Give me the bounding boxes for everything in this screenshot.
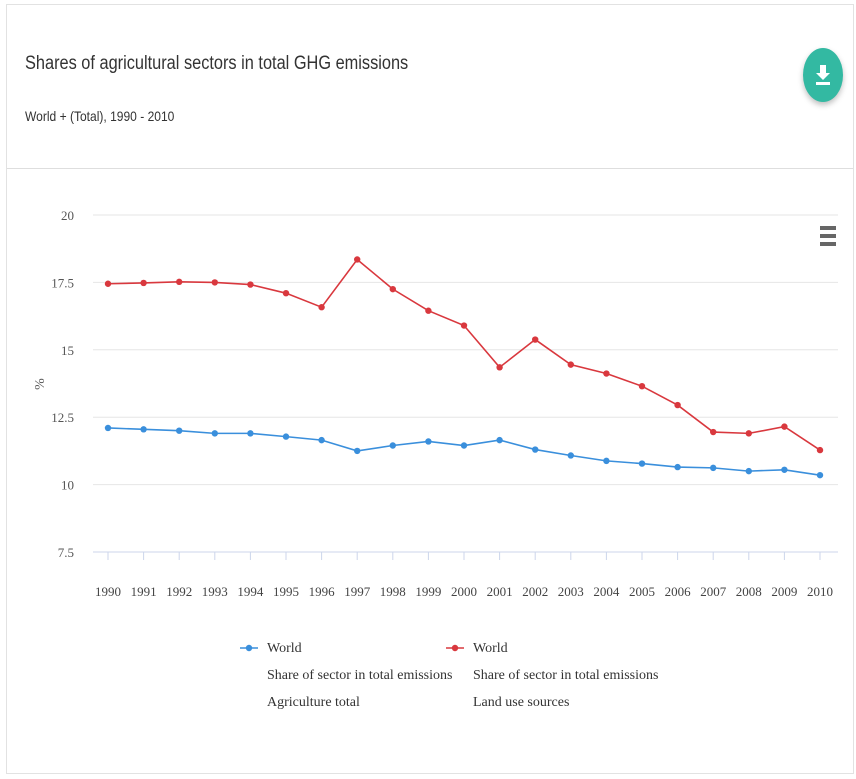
chart-header: Shares of agricultural sectors in total … — [7, 5, 853, 169]
data-point[interactable] — [389, 442, 396, 449]
y-tick-label: 15 — [61, 343, 74, 358]
x-tick-label: 1991 — [131, 584, 157, 599]
data-point[interactable] — [816, 471, 824, 479]
data-point[interactable] — [496, 364, 503, 371]
x-tick-label: 1993 — [202, 584, 228, 599]
series-2 — [104, 256, 824, 454]
hamburger-menu-icon — [820, 226, 836, 246]
data-point[interactable] — [710, 464, 717, 472]
data-point[interactable] — [247, 281, 254, 288]
data-point[interactable] — [816, 446, 824, 454]
x-tick-label: 2007 — [700, 584, 727, 599]
data-point[interactable] — [496, 436, 503, 444]
data-point[interactable] — [781, 466, 788, 473]
data-point[interactable] — [282, 433, 290, 440]
data-point[interactable] — [425, 307, 432, 314]
data-point[interactable] — [282, 289, 290, 297]
data-point[interactable] — [674, 401, 681, 409]
y-axis-label: % — [33, 378, 48, 390]
data-point[interactable] — [425, 438, 432, 445]
y-tick-label: 20 — [61, 208, 74, 223]
chart-subtitle: World + (Total), 1990 - 2010 — [25, 108, 175, 124]
axes: 20 17.5 15 12.5 10 7.5 1990 1991 1992 1993 1994 199… — [51, 208, 833, 599]
data-point[interactable] — [567, 452, 574, 459]
legend-text: Share of sector in total emissions — [267, 668, 452, 683]
x-tick-label: 1990 — [95, 584, 121, 599]
data-point[interactable] — [674, 463, 681, 471]
x-tick-label: 2000 — [451, 584, 477, 599]
x-tick-label: 1996 — [309, 584, 336, 599]
data-point[interactable] — [460, 442, 468, 449]
download-button[interactable] — [803, 48, 843, 102]
x-tick-label: 2008 — [736, 584, 762, 599]
x-tick-label: 1998 — [380, 584, 406, 599]
legend-text: Share of sector in total emissions — [473, 668, 658, 683]
x-tick-label: 1994 — [237, 584, 264, 599]
x-tick-label: 2006 — [665, 584, 692, 599]
data-point[interactable] — [745, 430, 752, 437]
data-point[interactable] — [176, 278, 183, 286]
chart-card: Shares of agricultural sectors in total … — [6, 4, 854, 774]
chart-menu-button[interactable] — [820, 226, 836, 246]
series-layer — [104, 256, 824, 479]
data-point[interactable] — [211, 279, 218, 286]
x-tick-label: 2004 — [593, 584, 620, 599]
legend-text: World — [473, 641, 508, 656]
x-tick-label: 1992 — [166, 584, 192, 599]
legend-item-1[interactable]: World Share of sector in total emissions A… — [240, 641, 452, 710]
data-point[interactable] — [603, 370, 610, 377]
download-icon — [816, 65, 830, 85]
data-point[interactable] — [354, 447, 361, 455]
x-tick-label: 2009 — [771, 584, 797, 599]
data-point[interactable] — [247, 430, 254, 437]
data-point[interactable] — [745, 467, 752, 475]
legend-marker — [451, 644, 459, 652]
data-point[interactable] — [211, 430, 218, 437]
series-1 — [104, 424, 824, 479]
legend-text: Agriculture total — [267, 695, 360, 710]
series-line — [107, 258, 821, 451]
x-tick-label: 2001 — [487, 584, 513, 599]
data-point[interactable] — [781, 423, 788, 430]
chart-title: Shares of agricultural sectors in total … — [25, 53, 409, 74]
data-point[interactable] — [318, 304, 325, 311]
y-tick-label: 7.5 — [58, 545, 74, 560]
legend-marker — [245, 644, 253, 652]
legend-text: World — [267, 641, 302, 656]
data-point[interactable] — [104, 280, 112, 287]
x-tick-label: 1999 — [415, 584, 441, 599]
legend-item-2[interactable]: World Share of sector in total emissions L… — [446, 641, 658, 710]
data-point[interactable] — [532, 446, 539, 453]
x-tick-label: 1995 — [273, 584, 299, 599]
data-point[interactable] — [710, 428, 717, 436]
data-point[interactable] — [318, 436, 325, 444]
x-tick-label: 2002 — [522, 584, 548, 599]
data-point[interactable] — [460, 322, 468, 329]
data-point[interactable] — [389, 285, 396, 293]
x-tick-label: 2005 — [629, 584, 655, 599]
legend: World Share of sector in total emissions A… — [240, 641, 658, 710]
data-point[interactable] — [638, 382, 646, 390]
data-point[interactable] — [354, 256, 361, 263]
data-point[interactable] — [603, 457, 610, 465]
legend-text: Land use sources — [473, 695, 569, 710]
data-point[interactable] — [104, 424, 112, 432]
data-point[interactable] — [140, 279, 147, 287]
y-tick-label: 10 — [61, 478, 74, 493]
data-point[interactable] — [140, 426, 147, 433]
x-tick-label: 2003 — [558, 584, 584, 599]
data-point[interactable] — [567, 361, 574, 368]
data-point[interactable] — [176, 427, 183, 434]
data-point[interactable] — [532, 336, 539, 343]
x-tick-label: 1997 — [344, 584, 371, 599]
x-tick-label: 2010 — [807, 584, 833, 599]
data-point[interactable] — [638, 460, 646, 467]
y-tick-label: 17.5 — [51, 275, 74, 290]
y-tick-label: 12.5 — [51, 410, 74, 425]
gridlines — [93, 214, 838, 553]
